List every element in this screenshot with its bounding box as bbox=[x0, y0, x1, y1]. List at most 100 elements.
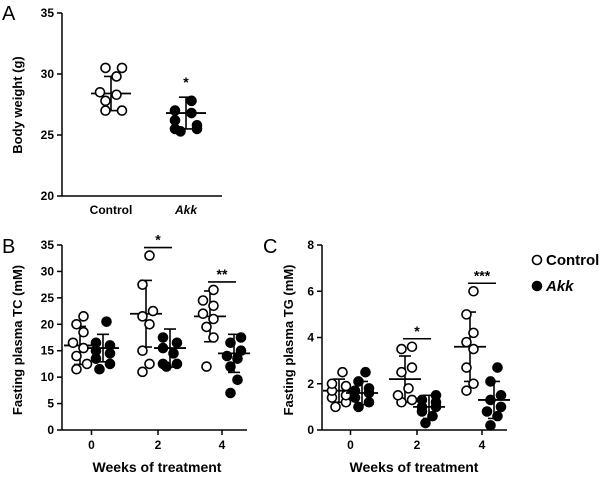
data-point bbox=[116, 62, 128, 74]
y-tick-label: 2 bbox=[307, 377, 314, 391]
panel-letter-b: B bbox=[2, 236, 15, 258]
data-point bbox=[340, 380, 352, 392]
data-point bbox=[186, 107, 197, 119]
y-ticks: 20 25 30 35 bbox=[41, 6, 62, 203]
data-point bbox=[168, 348, 179, 359]
data-point bbox=[353, 376, 364, 387]
data-point bbox=[461, 385, 472, 396]
data-point bbox=[461, 309, 472, 320]
significance-star: * bbox=[183, 74, 189, 90]
data-point bbox=[78, 342, 89, 354]
y-tick-label: 30 bbox=[41, 67, 55, 81]
data-point bbox=[349, 385, 361, 396]
data-point bbox=[337, 366, 348, 378]
y-tick-label: 30 bbox=[41, 264, 55, 278]
data-point bbox=[208, 313, 219, 325]
data-point bbox=[201, 321, 212, 333]
legend-label-control: Control bbox=[546, 252, 599, 269]
x-tick-label: Akk bbox=[174, 203, 198, 217]
data-point bbox=[197, 308, 209, 320]
x-tick-label: 2 bbox=[414, 438, 421, 452]
data-point bbox=[171, 358, 183, 370]
data-point bbox=[100, 95, 111, 107]
significance-star: ** bbox=[217, 266, 228, 282]
data-point bbox=[137, 311, 148, 322]
y-tick-label: 10 bbox=[41, 370, 55, 384]
y-tick-label: 8 bbox=[307, 238, 314, 252]
data-point bbox=[137, 345, 148, 357]
legend-marker-control bbox=[531, 254, 543, 266]
data-point bbox=[403, 383, 414, 394]
chart-fasting-tg: Fasting plasma TG (mM) Weeks of treatmen… bbox=[281, 238, 510, 475]
y-tick-label: 20 bbox=[41, 189, 55, 203]
data-point bbox=[468, 327, 479, 339]
data-point bbox=[171, 337, 183, 349]
data-point bbox=[492, 410, 503, 422]
data-point bbox=[235, 345, 247, 357]
significance-star: *** bbox=[474, 267, 491, 283]
significance-markers: * bbox=[183, 74, 189, 90]
y-ticks: 0 2 4 6 8 bbox=[307, 238, 322, 437]
panel-letter-c: C bbox=[263, 236, 277, 258]
data-point bbox=[427, 410, 438, 422]
data-point bbox=[430, 390, 442, 401]
data-point bbox=[191, 119, 203, 131]
data-point bbox=[392, 390, 404, 401]
x-ticks: 0 2 4 bbox=[88, 430, 226, 452]
data-point bbox=[492, 362, 503, 373]
x-ticks: 0 2 4 bbox=[347, 430, 486, 452]
data-point bbox=[235, 332, 247, 343]
data-point bbox=[225, 387, 236, 399]
y-tick-label: 0 bbox=[307, 423, 314, 437]
data-points bbox=[323, 285, 510, 431]
data-point bbox=[104, 358, 116, 370]
data-points bbox=[91, 62, 206, 137]
y-tick-label: 20 bbox=[41, 317, 55, 331]
data-point bbox=[353, 401, 364, 413]
data-point bbox=[495, 390, 507, 401]
data-point bbox=[144, 358, 155, 370]
data-point bbox=[208, 284, 219, 296]
data-point bbox=[396, 366, 407, 378]
data-point bbox=[468, 285, 479, 297]
y-axis-title: Fasting plasma TC (mM) bbox=[10, 265, 25, 415]
data-point bbox=[137, 279, 148, 290]
data-point bbox=[461, 362, 472, 373]
panel-letter-a: A bbox=[2, 3, 16, 25]
data-point bbox=[94, 87, 106, 98]
y-tick-label: 25 bbox=[41, 291, 55, 305]
data-point bbox=[406, 362, 418, 373]
x-tick-label: Control bbox=[90, 203, 133, 217]
y-tick-label: 5 bbox=[47, 397, 54, 411]
x-axis-title: Weeks of treatment bbox=[93, 459, 222, 475]
data-point bbox=[495, 401, 507, 413]
significance-star: * bbox=[414, 323, 420, 339]
y-axis-title: Body weight (g) bbox=[10, 56, 25, 154]
y-ticks: 0 5 10 15 20 25 30 35 bbox=[41, 238, 62, 437]
data-point bbox=[144, 318, 155, 330]
data-point bbox=[94, 363, 105, 375]
data-point bbox=[67, 337, 79, 349]
data-point bbox=[104, 340, 116, 351]
x-tick-label: 0 bbox=[88, 438, 95, 452]
data-point bbox=[157, 358, 169, 370]
data-point bbox=[326, 378, 338, 390]
y-tick-label: 35 bbox=[41, 6, 55, 20]
data-point bbox=[201, 361, 212, 372]
data-point bbox=[71, 363, 82, 375]
data-point bbox=[111, 89, 122, 101]
chart-body-weight: Body weight (g) Control Akk 20 25 30 35 * bbox=[10, 6, 222, 217]
data-point bbox=[100, 62, 111, 74]
data-point bbox=[468, 378, 479, 390]
data-point bbox=[461, 336, 472, 348]
data-point bbox=[485, 394, 496, 406]
data-point bbox=[420, 417, 431, 429]
data-point bbox=[157, 342, 169, 354]
data-point bbox=[78, 326, 89, 338]
data-point bbox=[111, 71, 122, 82]
x-axis-title: Weeks of treatment bbox=[350, 459, 479, 475]
data-point bbox=[208, 300, 219, 312]
y-tick-label: 4 bbox=[307, 331, 314, 345]
data-point bbox=[71, 318, 82, 330]
legend-label-akk: Akk bbox=[545, 278, 574, 295]
